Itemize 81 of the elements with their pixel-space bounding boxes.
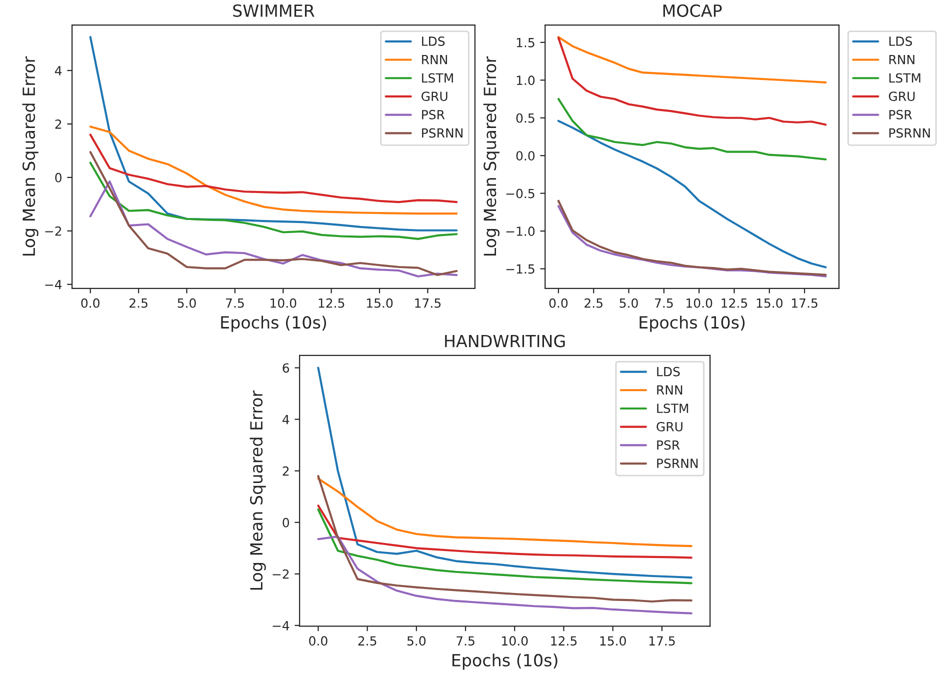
x-axis-title: Epochs (10s) <box>640 316 745 332</box>
legend-label: PSRNN <box>889 128 930 138</box>
x-tick-label: 17.5 <box>792 298 818 308</box>
x-tick-label: 2.5 <box>130 298 148 308</box>
x-tick-label: 12.5 <box>318 298 344 308</box>
line-series <box>317 508 692 584</box>
chart-title: HANDWRITING <box>445 334 565 348</box>
y-tick-label: −2 <box>45 226 62 236</box>
x-tick-label: 5.0 <box>407 636 426 646</box>
y-axis-title: Log Mean Squared Error <box>483 56 500 256</box>
line-series <box>317 536 692 614</box>
y-tick-label: 2 <box>55 119 62 129</box>
x-tick-label: 10.0 <box>686 298 712 308</box>
y-tick-label: 0.0 <box>516 151 535 161</box>
legend-label: LSTM <box>657 404 688 414</box>
legend-label: GRU <box>656 422 682 432</box>
x-tick-label: 7.5 <box>655 298 673 308</box>
legend-label: LDS <box>889 36 912 46</box>
x-tick-label: 17.5 <box>415 298 441 308</box>
legend-label: GRU <box>422 92 448 102</box>
legend-label: PSR <box>422 110 445 120</box>
x-tick-label: 0.0 <box>81 298 100 308</box>
line-series <box>557 98 827 160</box>
legend-label: LDS <box>422 36 445 46</box>
line-series <box>317 504 692 559</box>
legend-label: LSTM <box>889 73 920 83</box>
y-axis-title: Log Mean Squared Error <box>250 390 266 590</box>
x-axis-title: Epochs (10s) <box>221 316 326 332</box>
x-tick-label: 0.0 <box>549 298 568 308</box>
line-series <box>557 120 827 268</box>
x-tick-label: 5.0 <box>178 298 196 308</box>
x-tick-label: 5.0 <box>620 298 638 308</box>
line-series <box>89 151 458 276</box>
chart-title: SWIMMER <box>233 4 314 17</box>
x-axis-title: Epochs (10s) <box>452 654 558 670</box>
legend-label: PSR <box>889 110 912 120</box>
x-tick-label: 17.5 <box>649 636 675 646</box>
x-tick-label: 15.0 <box>756 298 782 308</box>
y-tick-label: −1.0 <box>506 226 535 236</box>
x-tick-label: 10.0 <box>270 298 296 308</box>
legend-label: LDS <box>657 366 680 376</box>
line-series <box>89 162 458 240</box>
x-tick-label: 10.0 <box>502 636 528 646</box>
y-tick-label: −4 <box>272 621 290 630</box>
x-tick-label: 2.5 <box>358 636 376 646</box>
y-tick-label: −4 <box>45 280 62 290</box>
legend-label: PSRNN <box>422 128 462 138</box>
legend-label: GRU <box>888 92 915 102</box>
legend-label: RNN <box>422 55 447 64</box>
legend-label: LSTM <box>422 73 453 83</box>
y-tick-label: −0.5 <box>506 188 534 198</box>
y-tick-label: −1.5 <box>506 264 534 274</box>
x-tick-label: 12.5 <box>551 636 577 646</box>
legend-label: RNN <box>889 55 914 64</box>
line-series <box>89 180 458 278</box>
y-axis-title: Log Mean Squared Error <box>22 56 38 256</box>
y-tick-label: 1.0 <box>516 76 535 86</box>
y-tick-label: 0 <box>282 518 290 528</box>
line-series <box>317 478 692 548</box>
line-series <box>557 36 827 126</box>
x-tick-label: 7.5 <box>226 298 244 308</box>
line-series <box>557 36 827 84</box>
x-tick-label: 15.0 <box>366 298 393 308</box>
y-tick-label: 4 <box>54 66 62 76</box>
y-tick-label: 2 <box>282 466 289 476</box>
x-tick-label: 12.5 <box>722 298 748 308</box>
y-tick-label: 0.5 <box>516 113 534 123</box>
y-tick-label: −2 <box>272 569 289 579</box>
y-tick-label: 6 <box>282 363 290 373</box>
x-tick-label: 15.0 <box>600 636 626 646</box>
x-tick-label: 2.5 <box>584 298 602 308</box>
legend-label: RNN <box>657 385 682 395</box>
legend-label: PSRNN <box>657 458 698 468</box>
x-tick-label: 0.0 <box>309 636 328 646</box>
legend-label: PSR <box>657 440 680 450</box>
y-tick-label: 1.5 <box>516 38 534 48</box>
y-tick-label: 4 <box>282 414 290 424</box>
y-tick-label: 0 <box>55 172 62 182</box>
chart-title: MOCAP <box>663 4 722 17</box>
x-tick-label: 7.5 <box>456 636 474 646</box>
line-series <box>317 474 692 603</box>
